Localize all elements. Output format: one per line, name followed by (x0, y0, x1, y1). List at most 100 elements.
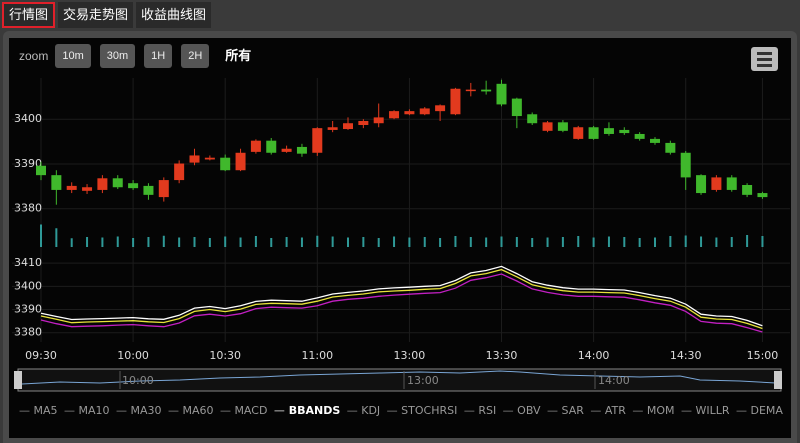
navigator-label: 10:00 (122, 374, 154, 387)
candle-body (189, 155, 200, 163)
candle-body (511, 98, 522, 117)
legend-item[interactable]: STOCHRSI (387, 404, 457, 417)
volume-bar (500, 236, 503, 247)
candle-body (465, 89, 476, 92)
y-tick-label: 3400 (14, 112, 42, 125)
volume-bar (700, 236, 703, 247)
legend-item[interactable]: MOM (632, 404, 675, 417)
candle-body (281, 148, 292, 152)
navigator-handle[interactable] (774, 371, 782, 389)
volume-bar (393, 236, 396, 247)
volume-bar (147, 237, 150, 247)
candle-body (235, 152, 246, 171)
volume-bar (730, 237, 733, 247)
candle-body (527, 114, 538, 124)
legend-item[interactable]: SAR (547, 404, 584, 417)
volume-bar (316, 235, 319, 247)
candle-body (650, 138, 660, 143)
legend-item[interactable]: KDJ (347, 404, 380, 417)
volume-bar (55, 228, 58, 247)
volume-bar (70, 238, 73, 247)
candle-body (204, 157, 215, 160)
menu-button[interactable] (751, 47, 778, 71)
volume-bar (86, 237, 89, 247)
candle-body (450, 88, 461, 115)
x-tick-label: 11:00 (301, 349, 333, 362)
volume-bar (362, 237, 365, 247)
legend-item[interactable]: MACD (220, 404, 267, 417)
candle-body (665, 142, 676, 153)
volume-bar (638, 238, 641, 247)
x-tick-label: 10:30 (209, 349, 241, 362)
legend-item[interactable]: WILLR (681, 404, 729, 417)
navigator-label: 13:00 (407, 374, 439, 387)
band-line (40, 265, 763, 327)
volume-bar (178, 237, 181, 247)
candle-body (250, 140, 261, 152)
volume-bar (423, 237, 426, 247)
volume-bar (531, 238, 534, 247)
candle-body (112, 178, 123, 188)
volume-bar (208, 238, 211, 247)
candle-body (358, 120, 369, 126)
legend-item[interactable]: MA10 (64, 404, 109, 417)
candle-body (51, 175, 62, 190)
volume-bar (300, 237, 303, 247)
candle-body (619, 129, 630, 134)
candle-body (742, 185, 753, 195)
x-tick-label: 14:30 (670, 349, 702, 362)
volume-bar (669, 236, 672, 247)
legend-item[interactable]: MA30 (116, 404, 161, 417)
legend-item[interactable]: BBANDS (274, 404, 341, 417)
zoom-button[interactable]: 10m (55, 44, 91, 68)
legend-item[interactable]: MA60 (168, 404, 213, 417)
candle-body (680, 152, 691, 178)
volume-bar (607, 236, 610, 247)
tab[interactable]: 收益曲线图 (136, 2, 212, 28)
candle-body (97, 178, 108, 190)
candle-body (573, 127, 584, 139)
candle-body (757, 193, 768, 198)
volume-bar (715, 237, 718, 247)
tab[interactable]: 交易走势图 (58, 2, 134, 28)
legend-item[interactable]: RSI (464, 404, 496, 417)
zoom-button[interactable]: 2H (181, 44, 210, 68)
zoom-button[interactable]: 30m (99, 44, 136, 68)
candle-body (419, 108, 430, 115)
candle-body (481, 89, 492, 92)
legend-item[interactable]: DEMA (736, 404, 782, 417)
legend-item[interactable]: ATR (590, 404, 626, 417)
candle-body (557, 122, 568, 131)
volume-bar (746, 235, 749, 247)
volume-bar (254, 236, 257, 247)
volume-bar (101, 237, 104, 247)
zoom-button[interactable]: 1H (144, 44, 173, 68)
candle-body (266, 140, 277, 153)
volume-bar (132, 238, 135, 247)
navigator-label: 14:00 (598, 374, 630, 387)
y-tick-label: 3380 (14, 326, 42, 339)
volume-bar (285, 237, 288, 247)
volume-bar (515, 237, 518, 247)
candle-body (312, 128, 323, 153)
band-line (40, 268, 763, 330)
zoom-button[interactable]: 所有 (225, 48, 252, 63)
volume-bar (347, 237, 349, 247)
y-tick-label: 3380 (14, 202, 42, 215)
zoom-label: zoom (19, 49, 49, 63)
legend-item[interactable]: MA5 (19, 404, 58, 417)
x-tick-label: 14:00 (578, 349, 610, 362)
volume-bar (454, 236, 457, 247)
volume-bar (485, 237, 488, 247)
volume-bar (684, 235, 687, 247)
legend-item[interactable]: OBV (503, 404, 540, 417)
volume-bar (546, 237, 549, 247)
legend: MA5 MA10 MA30 MA60 MACD BBANDS KDJ STOCHRSI RSI O… (19, 404, 783, 417)
navigator-line (21, 370, 777, 385)
volume-bar (377, 238, 380, 247)
candle-body (327, 127, 338, 130)
volume-bar (116, 236, 119, 247)
navigator-handle[interactable] (14, 371, 22, 389)
tab[interactable]: 行情图 (2, 2, 56, 28)
